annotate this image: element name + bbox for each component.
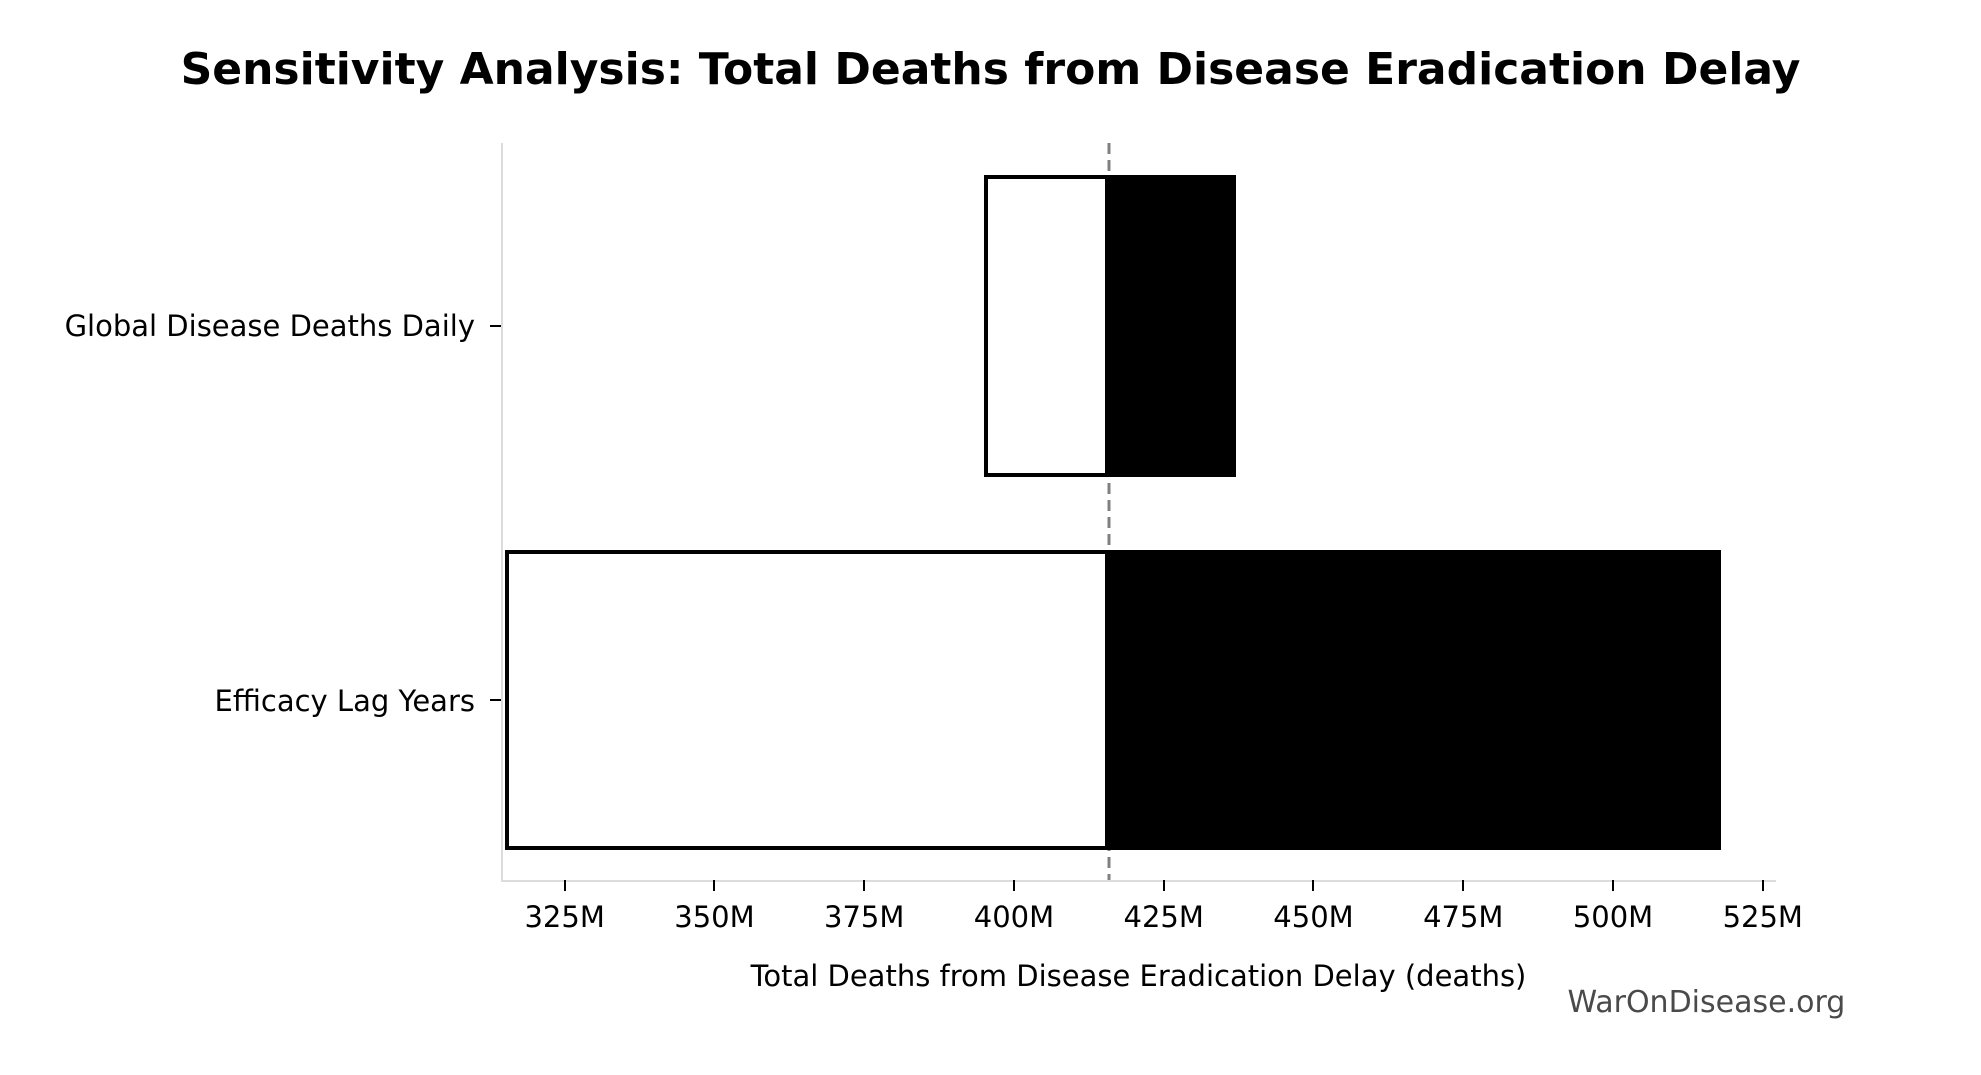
x-axis-tick-label: 350M <box>674 899 755 934</box>
y-axis-tick <box>489 324 501 327</box>
watermark: WarOnDisease.org <box>1567 984 1846 1020</box>
bar-high-segment <box>1108 174 1236 477</box>
chart-title: Sensitivity Analysis: Total Deaths from … <box>180 44 1801 95</box>
y-axis-tick <box>489 698 501 701</box>
x-axis-tick <box>1612 879 1614 891</box>
x-axis-tick-label: 450M <box>1273 899 1354 934</box>
x-axis-tick-label: 475M <box>1423 899 1504 934</box>
x-axis-tick <box>1162 879 1165 891</box>
x-axis-tick-label: 375M <box>824 899 905 934</box>
x-axis-tick <box>713 879 716 891</box>
baseline-dashed-line <box>1107 142 1111 880</box>
x-axis-tick-label: 400M <box>973 899 1055 934</box>
y-axis-labels-container: Global Disease Deaths Daily Efficacy Lag … <box>0 143 475 882</box>
bar-high-segment <box>1108 549 1721 850</box>
x-axis-tick <box>1012 879 1015 891</box>
x-axis-tick-label: 425M <box>1123 899 1204 934</box>
x-axis-tick-label: 500M <box>1572 899 1654 934</box>
x-axis-tick <box>563 879 566 891</box>
y-axis-label: Global Disease Deaths Daily <box>64 309 475 344</box>
bar-low-segment <box>504 549 1109 850</box>
x-axis-tick <box>1462 879 1465 891</box>
bar-low-segment <box>984 174 1109 477</box>
plot-area: 325M 350M 375M 400M 425M 450M 475M 500M 525M <box>489 142 1803 934</box>
x-axis-tick <box>1761 879 1764 891</box>
y-axis-label: Efficacy Lag Years <box>214 684 475 719</box>
x-axis-title: Total Deaths from Disease Eradication De… <box>750 958 1527 993</box>
x-axis-tick <box>1312 879 1315 891</box>
x-axis-tick-label: 525M <box>1722 899 1803 934</box>
x-axis-tick <box>863 879 866 891</box>
x-axis-tick-label: 325M <box>524 899 605 934</box>
